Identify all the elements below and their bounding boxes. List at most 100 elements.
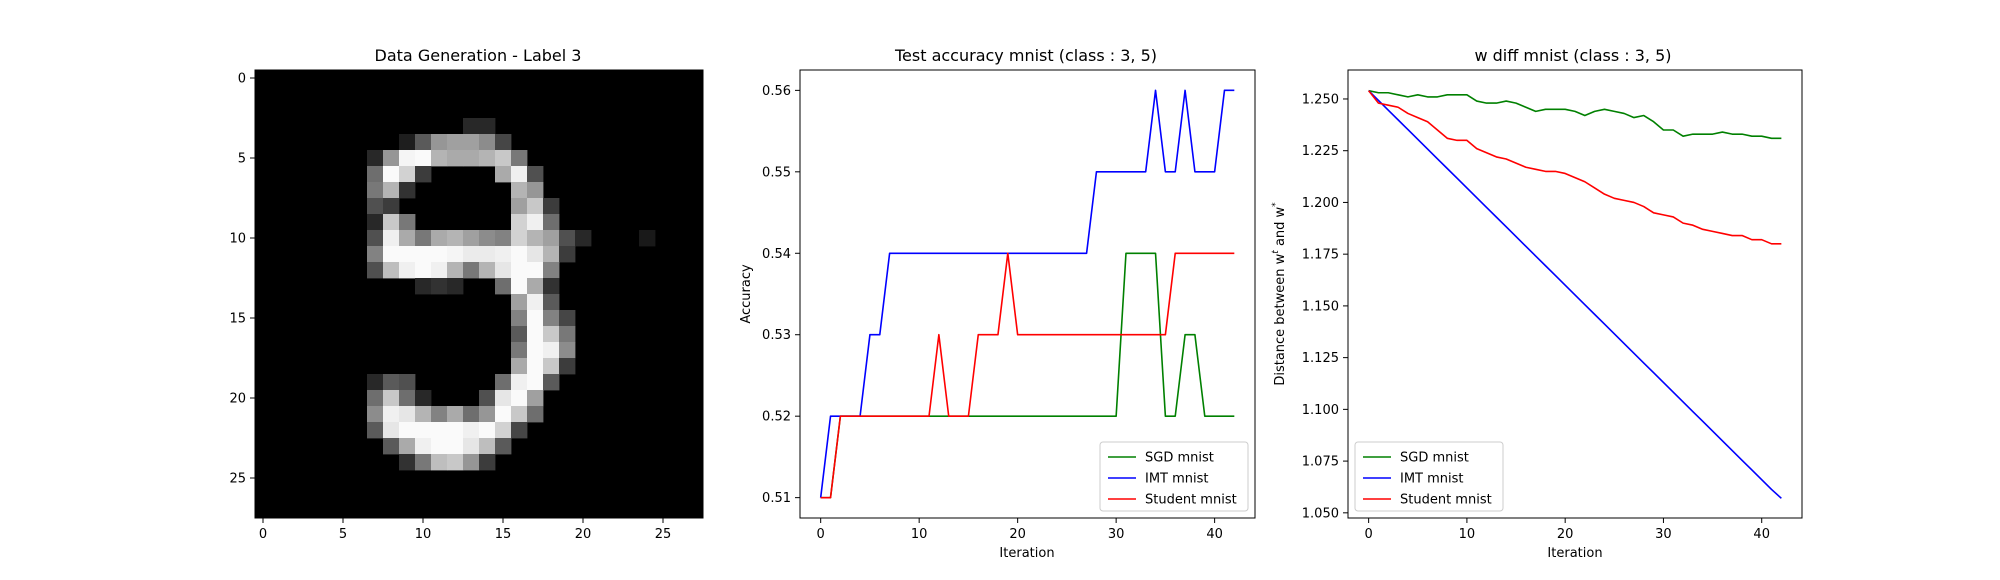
pixel [559,358,576,375]
pixel [511,406,528,423]
accuracy-y-ticks: 0.51 0.52 0.53 0.54 0.55 0.56 [762,84,800,506]
pixel [415,134,432,151]
series-line [1368,89,1782,140]
pixel [399,406,416,423]
pixel [399,166,416,183]
pixel [479,406,496,423]
pixel [431,134,448,151]
pixel [447,134,464,151]
pixel [511,246,528,263]
pixel [399,422,416,439]
pixel [543,310,560,327]
pixel [367,230,384,247]
y-tick-label: 1.250 [1302,92,1339,107]
pixel [527,278,544,295]
pixel [447,278,464,295]
x-tick-label: 40 [1753,527,1770,542]
pixel [399,150,416,167]
pixel [527,182,544,199]
pixel [511,294,528,311]
y-tick-label: 20 [229,392,246,407]
pixel [511,342,528,359]
pixel [383,438,400,455]
pixel [463,422,480,439]
pixel [463,230,480,247]
pixel [367,262,384,279]
digit-image [255,70,703,518]
legend-label: Student mnist [1400,493,1492,508]
pixel [527,326,544,343]
x-tick-label: 0 [1364,527,1372,542]
pixel [479,118,496,135]
pixel [431,230,448,247]
x-tick-label: 30 [1655,527,1672,542]
pixel [527,166,544,183]
x-tick-label: 20 [1009,527,1026,542]
y-tick-label: 1.125 [1302,351,1339,366]
pixel [399,182,416,199]
pixel [415,278,432,295]
pixel [415,422,432,439]
x-tick-label: 40 [1206,527,1223,542]
pixel [527,374,544,391]
x-tick-label: 0 [259,527,267,542]
pixel [399,230,416,247]
pixel [431,422,448,439]
pixel [447,454,464,471]
pixel [511,422,528,439]
pixel [383,214,400,231]
pixel [495,150,512,167]
pixel [479,230,496,247]
pixel [447,150,464,167]
pixel [575,230,592,247]
y-tick-label: 10 [229,232,246,247]
y-tick-label: 1.075 [1302,455,1339,470]
pixel [511,150,528,167]
pixel [383,198,400,215]
wdiff-chart: w diff mnist (class : 3, 5) 0 10 20 30 40 1.… [1271,46,1803,561]
pixel [447,262,464,279]
pixel [527,198,544,215]
pixel [447,438,464,455]
pixel [367,166,384,183]
pixel [511,262,528,279]
y-tick-label: 0.53 [762,328,791,343]
pixel [543,374,560,391]
legend-label: IMT mnist [1400,472,1464,487]
accuracy-chart-title: Test accuracy mnist (class : 3, 5) [894,46,1157,65]
pixel [383,406,400,423]
legend-label: Student mnist [1145,493,1237,508]
image-panel-title: Data Generation - Label 3 [375,46,582,65]
pixel [415,406,432,423]
pixel [447,406,464,423]
pixel [543,278,560,295]
pixel [543,262,560,279]
pixel [415,230,432,247]
y-tick-label: 0.54 [762,247,791,262]
pixel [367,246,384,263]
y-tick-label: 15 [229,312,246,327]
pixel [495,422,512,439]
y-tick-label: 5 [238,152,246,167]
pixel [511,326,528,343]
x-tick-label: 25 [655,527,672,542]
pixel [495,262,512,279]
pixel [495,374,512,391]
y-tick-label: 25 [229,472,246,487]
pixel [543,326,560,343]
pixel [479,422,496,439]
wdiff-y-label: Distance between wt and w* [1271,202,1288,386]
legend-box [1354,441,1504,512]
x-tick-label: 20 [575,527,592,542]
pixel [511,198,528,215]
pixel [479,438,496,455]
pixel [495,134,512,151]
y-tick-label: 0.55 [762,165,791,180]
pixel [415,438,432,455]
pixel [399,246,416,263]
x-tick-label: 30 [1108,527,1125,542]
accuracy-x-ticks: 0 10 20 30 40 [817,518,1223,542]
series-line [1368,90,1782,245]
pixel [543,246,560,263]
